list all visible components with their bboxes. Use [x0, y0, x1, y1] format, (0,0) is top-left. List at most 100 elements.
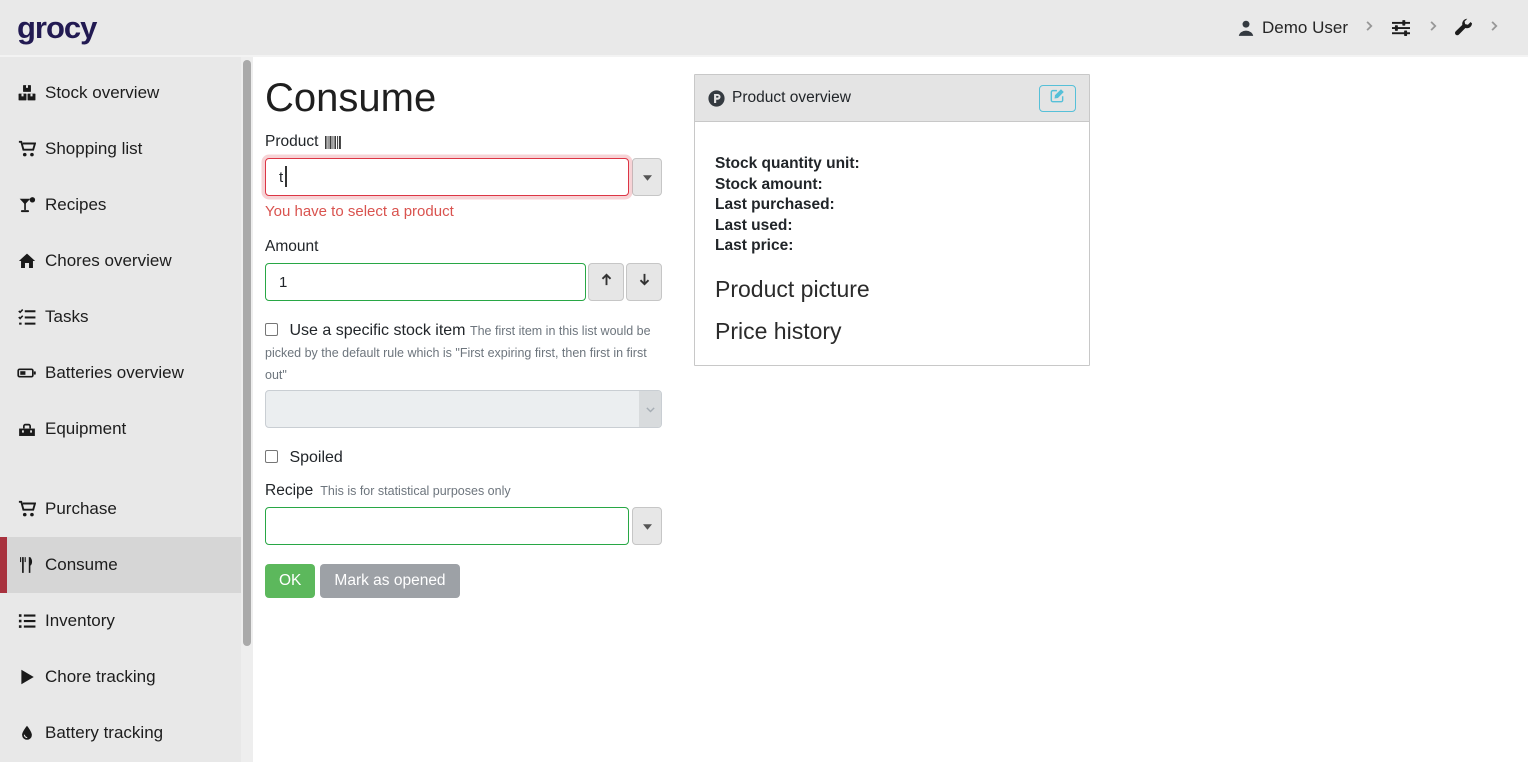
product-label-row: Product: [265, 133, 662, 151]
specific-stock-item-hint: The first item in this list would be pic…: [265, 324, 651, 382]
sidebar-item-inventory[interactable]: Inventory: [0, 593, 253, 649]
price-history-heading: Price history: [715, 317, 842, 344]
admin-menu[interactable]: [1454, 18, 1473, 37]
shopping-cart-icon: [17, 500, 37, 518]
sidebar-item-purchase[interactable]: Purchase: [0, 481, 253, 537]
sidebar-item-stock-overview[interactable]: Stock overview: [0, 65, 253, 121]
specific-stock-item-label: Use a specific stock item: [289, 322, 466, 339]
user-icon: [1237, 19, 1255, 37]
arrow-down-icon: [637, 272, 652, 292]
sidebar-item-tasks[interactable]: Tasks: [0, 289, 253, 345]
amount-label-row: Amount: [265, 238, 662, 256]
product-picture-heading: Product picture: [715, 275, 870, 302]
specific-stock-item-checkbox[interactable]: [265, 323, 278, 336]
sidebar-item-chore-tracking[interactable]: Chore tracking: [0, 649, 253, 705]
sidebar-item-label: Batteries overview: [45, 363, 184, 382]
product-error-message: You have to select a product: [265, 203, 454, 220]
sidebar-item-battery-tracking[interactable]: Battery tracking: [0, 705, 253, 761]
sidebar-item-recipes[interactable]: Recipes: [0, 177, 253, 233]
recipe-combobox: [265, 507, 662, 545]
sliders-icon: [1390, 19, 1412, 37]
sidebar-item-shopping-list[interactable]: Shopping list: [0, 121, 253, 177]
recipe-label: Recipe: [265, 482, 314, 499]
sidebar-item-equipment[interactable]: Equipment: [0, 401, 253, 457]
toolbox-icon: [17, 420, 37, 438]
recipe-hint: This is for statistical purposes only: [320, 484, 511, 498]
sidebar-scrollbar[interactable]: [241, 57, 253, 762]
sidebar: Stock overview Shopping list Recipes Cho…: [0, 57, 253, 762]
caret-down-icon: [642, 517, 652, 535]
stock-quantity-unit-label: Stock quantity unit:: [715, 155, 860, 172]
recipe-input[interactable]: [265, 507, 629, 545]
sidebar-item-label: Inventory: [45, 611, 115, 630]
shopping-cart-icon: [17, 140, 37, 158]
product-icon: [708, 89, 725, 107]
user-menu[interactable]: Demo User: [1237, 18, 1348, 38]
spoiled-row: Spoiled: [265, 447, 662, 469]
settings-menu[interactable]: [1390, 19, 1412, 37]
barcode-icon: [325, 135, 344, 149]
product-overview-title: Product overview: [732, 89, 851, 106]
sidebar-item-label: Consume: [45, 555, 118, 574]
caret-down-icon: [642, 168, 652, 186]
edit-icon: [1050, 88, 1065, 108]
sidebar-item-label: Tasks: [45, 307, 89, 326]
stock-amount-label: Stock amount:: [715, 175, 823, 193]
last-purchased-label: Last purchased:: [715, 196, 835, 213]
topbar-menus: Demo User: [1237, 18, 1502, 38]
topbar: grocy Demo User: [0, 0, 1528, 57]
wrench-icon: [1454, 18, 1473, 37]
text-cursor: [285, 166, 287, 187]
droplet-icon: [17, 724, 37, 742]
ok-button[interactable]: OK: [265, 564, 316, 598]
specific-stock-item-row: Use a specific stock item The first item…: [265, 320, 662, 386]
list-icon: [17, 612, 37, 630]
recipe-label-row: Recipe This is for statistical purposes …: [265, 482, 662, 500]
sidebar-scrollbar-thumb[interactable]: [243, 60, 251, 646]
chevron-right-icon: [1427, 19, 1439, 37]
amount-increment-button[interactable]: [588, 263, 624, 301]
sidebar-item-consume[interactable]: Consume: [0, 537, 253, 593]
product-dropdown-button[interactable]: [632, 158, 662, 196]
grocy-logo[interactable]: grocy: [17, 9, 97, 45]
product-combobox: [265, 158, 662, 196]
chevron-right-icon: [1363, 19, 1375, 37]
sidebar-item-label: Equipment: [45, 419, 127, 438]
amount-decrement-button[interactable]: [626, 263, 662, 301]
consume-form: Consume Product You have to select a pro…: [265, 74, 662, 598]
sidebar-item-label: Stock overview: [45, 83, 160, 102]
chevron-right-icon: [1488, 19, 1500, 37]
product-overview-header: Product overview: [695, 75, 1089, 122]
recipe-dropdown-button[interactable]: [632, 507, 662, 545]
sidebar-item-batteries-overview[interactable]: Batteries overview: [0, 345, 253, 401]
last-used-label: Last used:: [715, 216, 793, 234]
mark-as-opened-button[interactable]: Mark as opened: [320, 564, 460, 598]
tasks-icon: [17, 308, 37, 326]
spoiled-checkbox[interactable]: [265, 450, 278, 463]
form-actions: OK Mark as opened: [265, 564, 662, 598]
sidebar-item-chores-overview[interactable]: Chores overview: [0, 233, 253, 289]
main-content: Consume Product You have to select a pro…: [253, 57, 1528, 762]
cocktail-icon: [17, 196, 37, 214]
stock-item-select[interactable]: [265, 390, 662, 428]
amount-stepper: [265, 263, 662, 301]
product-label: Product: [265, 133, 319, 150]
sidebar-item-label: Recipes: [45, 195, 107, 214]
sidebar-item-label: Chores overview: [45, 251, 172, 270]
chevron-down-icon: [639, 391, 661, 427]
amount-input[interactable]: [265, 263, 586, 301]
boxes-icon: [17, 84, 37, 102]
utensils-icon: [17, 556, 37, 574]
user-menu-label: Demo User: [1262, 17, 1348, 37]
sidebar-item-label: Battery tracking: [45, 723, 164, 742]
play-icon: [17, 668, 37, 686]
edit-product-button[interactable]: [1039, 84, 1076, 112]
product-input[interactable]: [265, 158, 629, 196]
sidebar-item-label: Shopping list: [45, 139, 143, 158]
sidebar-item-label: Purchase: [45, 499, 117, 518]
battery-icon: [17, 364, 37, 382]
amount-label: Amount: [265, 238, 319, 255]
page-title: Consume: [265, 76, 437, 120]
product-overview-card: Product overview Stock quantity unit: St…: [694, 74, 1090, 366]
spoiled-label: Spoiled: [289, 449, 343, 466]
